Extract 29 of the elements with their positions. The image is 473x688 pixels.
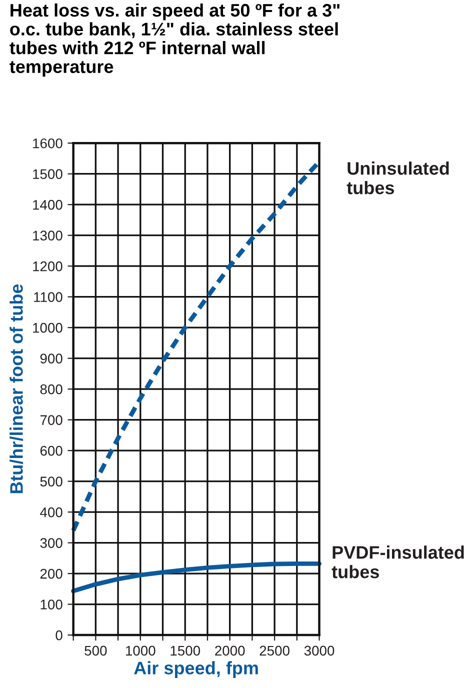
y-tick-label: 1200 xyxy=(33,261,62,272)
series-label: Uninsulated tubes xyxy=(346,162,449,194)
x-tick-label: 1500 xyxy=(170,646,200,656)
y-axis-title: Btu/hr/linear foot of tube xyxy=(10,284,24,494)
y-tick-label: 1400 xyxy=(33,200,62,210)
x-tick-label: 1000 xyxy=(126,646,156,656)
line-series xyxy=(71,561,322,594)
chart-title: Heat loss vs. air speed at 50 ºF for a 3" o.c. tube bank, 1½" dia. stainless steel tubes with 212 ºF internal wall temperature xyxy=(10,3,340,77)
series-label: PVDF-insulated tubes xyxy=(332,546,464,578)
y-tick-label: 1000 xyxy=(33,322,62,333)
y-tick-label: 500 xyxy=(40,476,62,486)
y-tick-label: 1300 xyxy=(33,230,62,241)
x-tick-label: 500 xyxy=(84,646,107,656)
y-tick-label: 200 xyxy=(40,568,62,579)
y-tick-label: 100 xyxy=(40,600,62,610)
y-tick-label: 900 xyxy=(40,354,62,364)
x-tick-label: 3000 xyxy=(304,646,334,656)
x-tick-label: 2500 xyxy=(260,646,290,656)
y-tick-label: 800 xyxy=(40,384,62,394)
y-tick-label: 1100 xyxy=(34,292,62,302)
y-tick-label: 0 xyxy=(56,630,62,640)
y-tick-label: 400 xyxy=(40,507,62,518)
y-tick-label: 300 xyxy=(40,538,62,548)
y-tick-label: 600 xyxy=(40,446,62,456)
x-tick-label: 2000 xyxy=(215,646,245,656)
x-axis-title: Air speed, fpm xyxy=(134,661,258,678)
y-tick-label: 1600 xyxy=(33,138,62,148)
y-tick-label: 1500 xyxy=(33,169,62,180)
y-tick-label: 700 xyxy=(40,415,62,425)
